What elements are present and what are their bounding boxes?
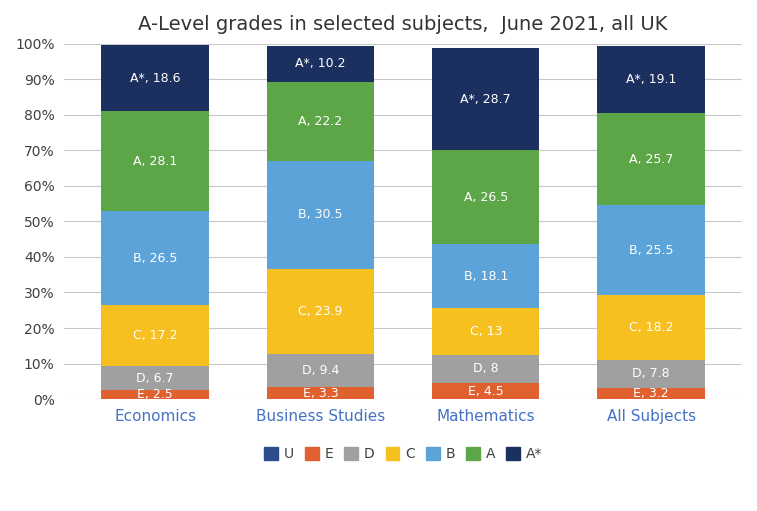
Bar [432,48,540,150]
Text: B, 26.5: B, 26.5 [133,252,177,265]
Text: A, 22.2: A, 22.2 [298,115,342,128]
Bar [597,113,705,205]
Text: D, 8: D, 8 [473,362,499,376]
Bar [101,111,209,211]
Text: D, 7.8: D, 7.8 [632,367,670,380]
Legend: U, E, D, C, B, A, A*: U, E, D, C, B, A, A* [259,442,547,467]
Bar [432,309,540,355]
Text: A*, 10.2: A*, 10.2 [295,57,346,71]
Bar [266,82,374,161]
Bar [266,354,374,387]
Text: A*, 28.7: A*, 28.7 [460,92,511,106]
Bar [597,205,705,295]
Bar [101,390,209,399]
Text: C, 23.9: C, 23.9 [298,305,343,318]
Text: C, 17.2: C, 17.2 [133,329,177,342]
Title: A-Level grades in selected subjects,  June 2021, all UK: A-Level grades in selected subjects, Jun… [139,15,668,34]
Bar [432,150,540,244]
Text: B, 30.5: B, 30.5 [298,208,343,221]
Text: D, 9.4: D, 9.4 [302,364,339,377]
Bar [597,388,705,399]
Bar [432,383,540,399]
Text: E, 3.3: E, 3.3 [303,387,338,400]
Bar [101,366,209,390]
Text: E, 3.2: E, 3.2 [634,387,669,400]
Text: A, 28.1: A, 28.1 [133,155,177,168]
Text: A, 26.5: A, 26.5 [463,191,508,204]
Bar [597,360,705,388]
Text: A*, 18.6: A*, 18.6 [130,72,180,85]
Bar [597,45,705,113]
Text: E, 2.5: E, 2.5 [137,388,173,401]
Text: C, 18.2: C, 18.2 [629,321,673,334]
Text: A, 25.7: A, 25.7 [629,153,673,166]
Bar [432,244,540,309]
Text: B, 25.5: B, 25.5 [629,244,673,257]
Text: C, 13: C, 13 [469,325,502,338]
Bar [597,295,705,360]
Text: D, 6.7: D, 6.7 [136,372,174,385]
Bar [101,211,209,305]
Bar [101,45,209,111]
Bar [266,161,374,269]
Text: B, 18.1: B, 18.1 [463,270,508,283]
Bar [432,355,540,383]
Bar [266,269,374,354]
Text: A*, 19.1: A*, 19.1 [626,73,676,86]
Bar [101,305,209,366]
Bar [266,45,374,82]
Bar [266,387,374,399]
Text: E, 4.5: E, 4.5 [468,385,503,398]
